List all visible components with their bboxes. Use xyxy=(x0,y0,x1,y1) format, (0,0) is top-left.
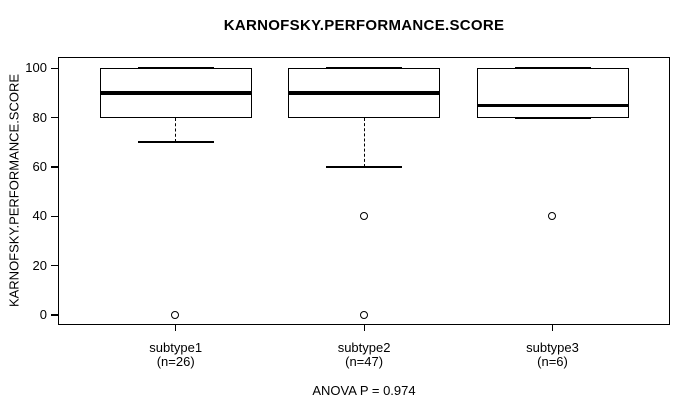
group-n: (n=26) xyxy=(156,354,195,369)
outlier-point xyxy=(359,212,368,220)
y-axis-tick xyxy=(51,265,58,267)
lower-whisker-line xyxy=(363,117,365,167)
y-axis-tick-label: 40 xyxy=(32,208,47,224)
x-axis-label: subtype3 (n=6) xyxy=(459,341,647,369)
group-name: subtype2 xyxy=(337,340,391,355)
median-line xyxy=(99,91,252,95)
y-axis-tick-label: 0 xyxy=(39,307,47,322)
x-axis-label: subtype2 (n=47) xyxy=(270,341,458,369)
lower-whisker-cap xyxy=(326,166,403,168)
iqr-box xyxy=(476,68,629,118)
y-axis-tick xyxy=(51,117,58,119)
lower-whisker-cap xyxy=(514,116,591,119)
outlier-point xyxy=(359,310,368,319)
y-axis-tick xyxy=(51,314,58,316)
x-axis-label: subtype1 (n=26) xyxy=(82,341,270,369)
group-n: (n=47) xyxy=(345,354,384,369)
y-axis-tick-label: 20 xyxy=(32,257,47,273)
y-axis-tick xyxy=(51,67,58,69)
median-line xyxy=(476,103,629,107)
group-name: subtype1 xyxy=(149,340,203,355)
y-axis-tick xyxy=(51,215,58,217)
y-axis-tick xyxy=(51,166,58,168)
lower-whisker-cap xyxy=(137,141,214,144)
group-name: subtype3 xyxy=(526,340,579,355)
median-line xyxy=(288,91,441,95)
chart-title: KARNOFSKY.PERFORMANCE.SCORE xyxy=(223,17,505,34)
outlier-point xyxy=(171,310,180,319)
y-axis-tick-label: 100 xyxy=(25,60,47,76)
y-axis-tick-label: 80 xyxy=(32,109,47,125)
x-axis-tick xyxy=(363,324,365,331)
x-axis-tick xyxy=(175,324,177,331)
lower-whisker-line xyxy=(175,117,176,143)
y-axis-tick-label: 60 xyxy=(32,159,47,174)
group-n: (n=6) xyxy=(537,354,568,369)
outlier-point xyxy=(548,212,557,220)
anova-annotation: ANOVA P = 0.974 xyxy=(312,383,416,398)
x-axis-tick xyxy=(551,324,554,331)
